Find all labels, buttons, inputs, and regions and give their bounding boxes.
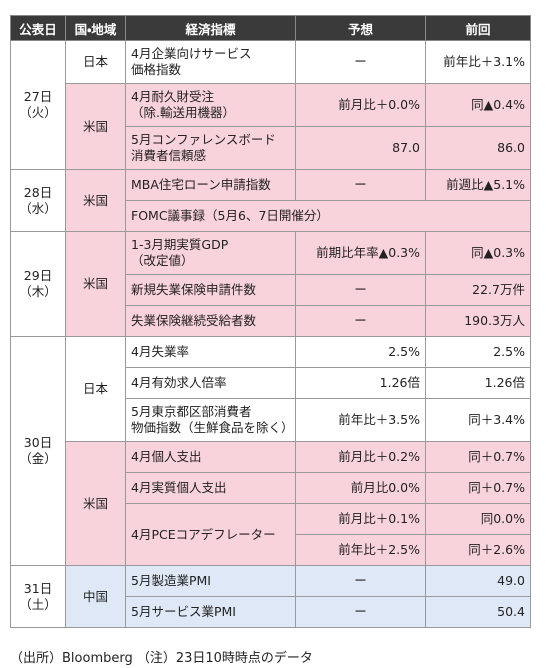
forecast-cell: 前月比＋0.0% bbox=[295, 83, 426, 127]
table-row: 30日 （金） 日本 4月失業率 2.5% 2.5% bbox=[10, 336, 531, 566]
table-row: 27日 （火） 日本 4月企業向けサービス 価格指数ー前年比＋3.1% bbox=[10, 40, 531, 170]
indicator-cell: 4月PCEコアデフレーター bbox=[125, 503, 296, 566]
previous-cell: 同＋0.7% bbox=[425, 441, 531, 473]
region-cell: 米国 bbox=[65, 83, 126, 170]
forecast-cell: 前月比＋0.2% bbox=[295, 441, 426, 473]
indicator-cell: 失業保険継続受給者数 bbox=[125, 305, 296, 337]
previous-cell: 同▲0.3% bbox=[425, 231, 531, 275]
indicator-cell: 4月失業率 bbox=[125, 336, 296, 368]
forecast-cell: 前期比年率▲0.3% bbox=[295, 231, 426, 275]
column-header: 国・地域 bbox=[65, 15, 126, 41]
indicator-cell: 5月コンファレンスボード 消費者信頼感 bbox=[125, 126, 296, 170]
indicator-cell: FOMC議事録（5月6、7日開催分） bbox=[125, 200, 531, 232]
forecast-cell: ー bbox=[295, 40, 426, 84]
table-row: 4月有効求人倍率 1.26倍 1.26倍 bbox=[11, 367, 531, 399]
date-cell: 30日 （金） bbox=[10, 336, 66, 566]
column-header: 経済指標 bbox=[125, 15, 296, 41]
table-row: FOMC議事録（5月6、7日開催分） bbox=[11, 200, 531, 232]
previous-cell: 22.7万件 bbox=[425, 274, 531, 306]
region-cell: 中国 bbox=[65, 565, 126, 628]
table-row: 米国 4月耐久財受注 （除.輸送用機器） 前月比＋0.0% 同▲0.4% bbox=[11, 83, 531, 170]
indicator-cell: 5月東京都区部消費者 物価指数（生鮮食品を除く） bbox=[125, 398, 296, 442]
previous-cell: 1.26倍 bbox=[425, 367, 531, 399]
column-header: 予想 bbox=[295, 15, 426, 41]
previous-cell: 190.3万人 bbox=[425, 305, 531, 337]
column-header: 公表日 bbox=[10, 15, 66, 41]
table-body: 27日 （火） 日本 4月企業向けサービス 価格指数ー前年比＋3.1% 米国 4月耐久財… bbox=[10, 40, 531, 628]
forecast-cell: 前年比＋3.5% bbox=[295, 398, 426, 442]
previous-cell: 50.4 bbox=[425, 596, 531, 628]
indicator-cell: 5月サービス業PMI bbox=[125, 596, 296, 628]
forecast-cell: 前月比＋0.1% bbox=[295, 503, 426, 535]
region-cell: 米国 bbox=[65, 441, 126, 566]
previous-cell: 49.0 bbox=[425, 565, 531, 597]
indicator-cell: 4月耐久財受注 （除.輸送用機器） bbox=[125, 83, 296, 127]
forecast-cell: 1.26倍 bbox=[295, 367, 426, 399]
previous-cell: 前年比＋3.1% bbox=[425, 40, 531, 84]
previous-cell: 同＋3.4% bbox=[425, 398, 531, 442]
forecast-cell: 前年比＋2.5% bbox=[295, 534, 426, 566]
indicator-cell: 5月製造業PMI bbox=[125, 565, 296, 597]
previous-cell: 同＋0.7% bbox=[425, 472, 531, 504]
forecast-cell: 前月比0.0% bbox=[295, 472, 426, 504]
indicator-cell: 1-3月期実質GDP （改定値） bbox=[125, 231, 296, 275]
indicator-cell: 新規失業保険申請件数 bbox=[125, 274, 296, 306]
schedule-table: 公表日 国・地域 経済指標 予想 前回 27日 （火） 日本 4月企業向けサービス 価格指数… bbox=[10, 15, 531, 628]
indicator-cell: MBA住宅ローン申請指数 bbox=[125, 169, 296, 201]
forecast-cell: ー bbox=[295, 565, 426, 597]
table-row: 米国 4月個人支出 前月比＋0.2% 同＋0.7% bbox=[11, 441, 531, 566]
region-cell: 日本 bbox=[65, 40, 126, 84]
previous-cell: 前週比▲5.1% bbox=[425, 169, 531, 201]
indicator-cell: 4月企業向けサービス 価格指数 bbox=[125, 40, 296, 84]
indicator-cell: 4月有効求人倍率 bbox=[125, 367, 296, 399]
table-row: 31日 （土） 中国 5月製造業PMI ー 49.0 bbox=[10, 565, 531, 628]
date-cell: 28日 （水） bbox=[10, 169, 66, 232]
forecast-cell: ー bbox=[295, 596, 426, 628]
region-cell: 米国 bbox=[65, 231, 126, 337]
header-row: 公表日 国・地域 経済指標 予想 前回 bbox=[10, 15, 531, 41]
region-cell: 米国 bbox=[65, 169, 126, 232]
indicator-cell: 4月実質個人支出 bbox=[125, 472, 296, 504]
table-row: 4月実質個人支出 前月比0.0% 同＋0.7% bbox=[11, 472, 531, 504]
table-row: 28日 （水） 米国 MBA住宅ローン申請指数ー前週比▲5.1% bbox=[10, 169, 531, 232]
table-row: 5月コンファレンスボード 消費者信頼感 87.0 86.0 bbox=[11, 126, 531, 170]
forecast-cell: ー bbox=[295, 169, 426, 201]
indicator-cell: 4月個人支出 bbox=[125, 441, 296, 473]
forecast-cell: 87.0 bbox=[295, 126, 426, 170]
previous-cell: 同0.0% bbox=[425, 503, 531, 535]
table-row: 29日 （木） 米国 1-3月期実質GDP （改定値） 前期比年率▲0.3% 同▲0.3… bbox=[10, 231, 531, 337]
forecast-cell: ー bbox=[295, 274, 426, 306]
previous-cell: 2.5% bbox=[425, 336, 531, 368]
table-row: 5月サービス業PMI ー 50.4 bbox=[11, 596, 531, 628]
region-cell: 日本 bbox=[65, 336, 126, 442]
forecast-cell: ー bbox=[295, 305, 426, 337]
date-cell: 27日 （火） bbox=[10, 40, 66, 170]
previous-cell: 同＋2.6% bbox=[425, 534, 531, 566]
column-header: 前回 bbox=[425, 15, 531, 41]
forecast-cell: 2.5% bbox=[295, 336, 426, 368]
previous-cell: 同▲0.4% bbox=[425, 83, 531, 127]
previous-cell: 86.0 bbox=[425, 126, 531, 170]
date-cell: 31日 （土） bbox=[10, 565, 66, 628]
table-row: 5月東京都区部消費者 物価指数（生鮮食品を除く） 前年比＋3.5% 同＋3.4% bbox=[11, 398, 531, 442]
footnote: （出所）Bloomberg （注）23日10時時点のデータ bbox=[10, 651, 313, 666]
date-cell: 29日 （木） bbox=[10, 231, 66, 337]
table-row: 失業保険継続受給者数ー 190.3万人 bbox=[11, 305, 531, 337]
